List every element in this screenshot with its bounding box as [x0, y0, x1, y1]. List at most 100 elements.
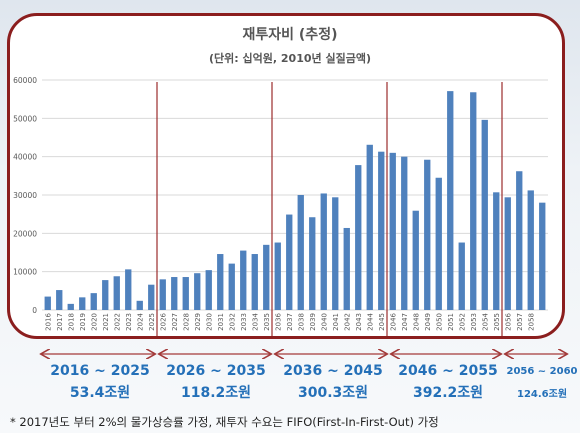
- x-tick-label: 2046: [389, 312, 397, 330]
- period-range: 2056 ~ 2060: [506, 366, 578, 377]
- bar: [44, 296, 51, 310]
- period-range: 2046 ~ 2055: [398, 363, 498, 379]
- y-tick-label: 30000: [13, 191, 37, 200]
- x-tick-label: 2019: [79, 313, 87, 331]
- x-tick-label: 2029: [194, 313, 202, 331]
- y-tick-label: 40000: [13, 153, 37, 162]
- x-tick-label: 2032: [228, 313, 236, 331]
- bar: [378, 151, 385, 310]
- chart-subtitle: (단위: 십억원, 2010년 실질금액): [209, 52, 371, 65]
- y-tick-label: 60000: [13, 76, 37, 85]
- period-2026-2035: 2026 ~ 2035 118.2조원: [157, 363, 275, 402]
- bar: [389, 152, 396, 310]
- footnote: * 2017년도 부터 2%의 물가상승률 가정, 재투자 수요는 FIFO(F…: [10, 415, 439, 429]
- bar: [435, 177, 442, 310]
- period-2036-2045: 2036 ~ 2045 300.3조원: [274, 363, 392, 402]
- period-2046-2055: 2046 ~ 2055 392.2조원: [390, 363, 506, 402]
- bar: [194, 273, 201, 310]
- x-tick-label: 2027: [171, 313, 179, 331]
- x-tick-label: 2023: [125, 313, 133, 331]
- bar: [90, 293, 97, 310]
- x-tick-label: 2018: [67, 313, 75, 331]
- period-2016-2025: 2016 ~ 2025 53.4조원: [40, 363, 160, 402]
- x-tick-label: 2026: [159, 312, 167, 330]
- x-tick-label: 2040: [320, 313, 328, 331]
- x-tick-label: 2035: [263, 313, 271, 331]
- period-range: 2016 ~ 2025: [50, 363, 150, 379]
- x-tick-label: 2045: [378, 313, 386, 331]
- x-tick-label: 2051: [447, 313, 455, 331]
- x-tick-label: 2044: [366, 312, 374, 330]
- bar: [56, 290, 63, 310]
- bar: [159, 279, 166, 310]
- x-tick-label: 2048: [412, 313, 420, 331]
- x-tick-label: 2016: [44, 312, 52, 330]
- period-amount: 118.2조원: [180, 385, 252, 401]
- bar: [355, 165, 362, 310]
- period-range: 2026 ~ 2035: [166, 363, 266, 379]
- bar: [217, 254, 224, 310]
- x-tick-label: 2020: [90, 313, 98, 331]
- x-tick-label: 2025: [148, 313, 156, 331]
- y-tick-label: 0: [32, 306, 37, 315]
- bar: [320, 193, 327, 310]
- bar: [205, 270, 212, 310]
- bar: [228, 263, 235, 310]
- bar: [113, 276, 120, 310]
- bar: [182, 277, 189, 310]
- bar: [539, 202, 546, 310]
- bar: [424, 159, 431, 310]
- bar: [102, 280, 109, 310]
- period-amount: 392.2조원: [412, 385, 484, 401]
- x-tick-label: 2042: [343, 313, 351, 331]
- x-tick-label: 2021: [102, 313, 110, 331]
- x-tick-label: 2057: [516, 313, 524, 331]
- x-tick-label: 2054: [481, 312, 489, 330]
- chart-title: 재투자비 (추정): [242, 27, 338, 43]
- x-tick-label: 2036: [274, 312, 282, 330]
- x-tick-label: 2038: [297, 313, 305, 331]
- bar: [136, 300, 143, 310]
- y-tick-label: 10000: [13, 268, 37, 277]
- period-range: 2036 ~ 2045: [283, 363, 383, 379]
- bar: [332, 197, 339, 310]
- bar: [79, 297, 86, 310]
- x-tick-label: 2031: [217, 313, 225, 331]
- bar: [516, 171, 523, 310]
- bar: [297, 195, 304, 310]
- y-tick-label: 20000: [13, 229, 37, 238]
- x-tick-label: 2039: [309, 313, 317, 331]
- bar: [148, 284, 155, 310]
- x-tick-label: 2030: [205, 313, 213, 331]
- bar: [309, 217, 316, 310]
- x-tick-label: 2024: [136, 312, 144, 330]
- x-tick-label: 2017: [56, 313, 64, 331]
- x-tick-label: 2033: [240, 313, 248, 331]
- x-tick-label: 2052: [458, 313, 466, 331]
- bar: [286, 214, 293, 310]
- x-tick-label: 2058: [527, 313, 535, 331]
- period-amount: 300.3조원: [297, 385, 369, 401]
- x-tick-label: 2037: [286, 313, 294, 331]
- x-tick-label: 2049: [424, 313, 432, 331]
- bar: [125, 269, 132, 310]
- bar: [366, 144, 373, 310]
- x-tick-label: 2034: [251, 312, 259, 330]
- period-amount: 124.6조원: [516, 389, 568, 400]
- x-tick-label: 2055: [493, 313, 501, 331]
- bar: [447, 91, 454, 310]
- x-tick-label: 2041: [332, 313, 340, 331]
- period-amount: 53.4조원: [69, 385, 131, 401]
- x-tick-label: 2047: [401, 313, 409, 331]
- x-tick-label: 2043: [355, 313, 363, 331]
- bar: [401, 156, 408, 310]
- period-2056-2060: 2056 ~ 2060 124.6조원: [506, 366, 578, 400]
- bar: [504, 197, 511, 310]
- bar: [343, 227, 350, 310]
- x-tick-label: 2053: [470, 313, 478, 331]
- bar: [493, 192, 500, 310]
- bar: [470, 92, 477, 311]
- x-tick-label: 2028: [182, 313, 190, 331]
